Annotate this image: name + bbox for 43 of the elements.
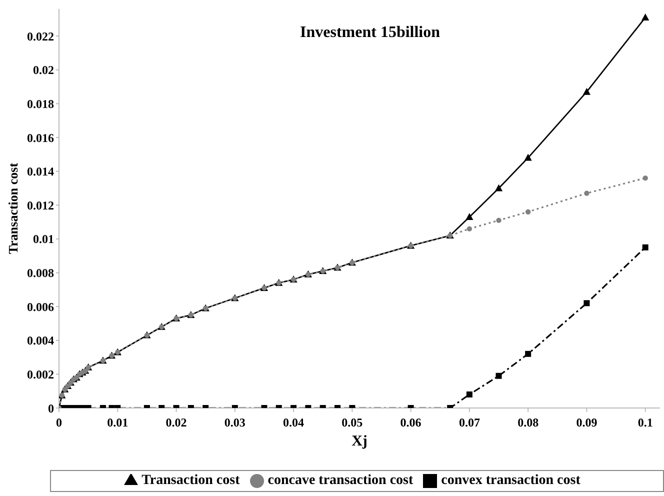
y-tick-label: 0.014: [27, 164, 54, 179]
point: [466, 391, 472, 398]
text: Investment 15billion: [300, 24, 440, 42]
legend-label: Transaction cost: [142, 473, 240, 488]
point: [524, 154, 532, 161]
point: [642, 175, 648, 181]
point: [642, 13, 650, 20]
x-tick-label: 0.09: [576, 416, 598, 430]
x-tick-label: 0.08: [518, 416, 539, 430]
x-tick-label: 0.02: [166, 416, 187, 430]
y-tick-label: 0: [48, 401, 54, 416]
x-axis-title: Xj: [352, 434, 368, 450]
y-axis-title: Transaction cost: [6, 162, 21, 254]
point: [496, 218, 502, 223]
y-tick-label: 0.022: [27, 29, 54, 44]
legend-label: concave transaction cost: [268, 473, 414, 488]
y-tick-label: 0.018: [27, 96, 54, 111]
y-tick-label: 0.016: [27, 130, 54, 145]
x-tick-label: 0.05: [342, 416, 363, 430]
point: [466, 212, 474, 220]
x-tick-label: 0.06: [400, 416, 422, 430]
x-tick-label: 0.01: [107, 416, 128, 430]
y-tick-label: 0.02: [33, 63, 54, 78]
y-tick-label: 0.008: [27, 266, 54, 280]
point: [466, 226, 472, 232]
point: [525, 350, 532, 357]
y-tick-label: 0.004: [27, 334, 54, 348]
point: [642, 244, 648, 250]
y-tick-label: 0.01: [33, 232, 54, 246]
point: [525, 209, 531, 214]
x-tick-label: 0.1: [638, 416, 653, 430]
y-tick-label: 0.006: [27, 300, 54, 314]
x-tick-label: 0.07: [458, 416, 480, 430]
legend-label: convex transaction cost: [441, 473, 580, 488]
x-tick-label: 0.04: [283, 416, 304, 430]
point: [494, 184, 503, 192]
point: [584, 300, 590, 306]
y-tick-label: 0.012: [27, 198, 54, 212]
point: [496, 372, 502, 379]
point: [582, 88, 591, 95]
y-tick-label: 0.002: [27, 367, 54, 382]
x-tick-label: 0.03: [224, 416, 246, 430]
point: [584, 190, 590, 196]
